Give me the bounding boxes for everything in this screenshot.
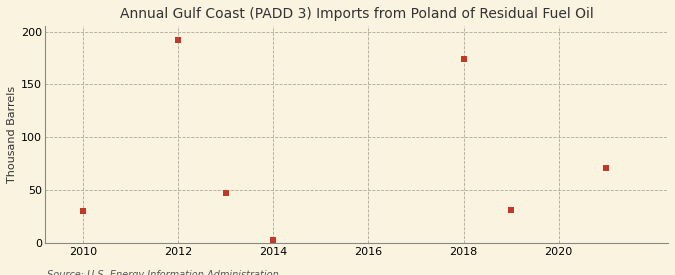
- Text: Source: U.S. Energy Information Administration: Source: U.S. Energy Information Administ…: [47, 271, 279, 275]
- Point: [268, 238, 279, 242]
- Point: [78, 209, 88, 213]
- Title: Annual Gulf Coast (PADD 3) Imports from Poland of Residual Fuel Oil: Annual Gulf Coast (PADD 3) Imports from …: [119, 7, 593, 21]
- Point: [220, 191, 231, 196]
- Point: [601, 166, 612, 170]
- Point: [173, 38, 184, 42]
- Point: [506, 208, 516, 212]
- Point: [458, 57, 469, 61]
- Y-axis label: Thousand Barrels: Thousand Barrels: [7, 86, 17, 183]
